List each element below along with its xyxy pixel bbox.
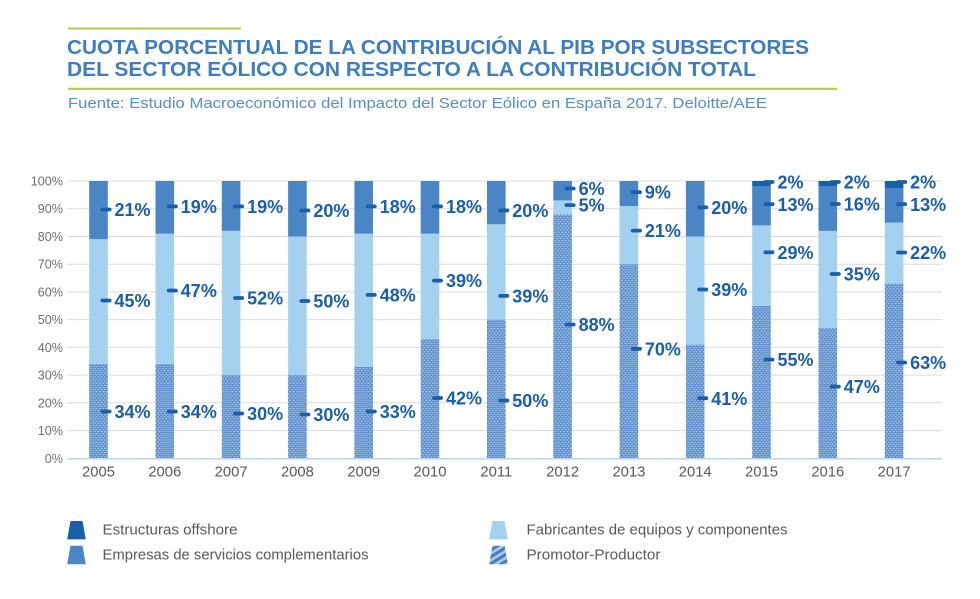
svg-text:34%: 34% [115,402,151,422]
svg-text:20%: 20% [38,396,63,410]
svg-text:2016: 2016 [811,464,844,480]
svg-text:Promotor-Productor: Promotor-Productor [527,546,661,563]
svg-text:30%: 30% [313,405,349,425]
svg-text:2%: 2% [778,173,804,193]
svg-text:2013: 2013 [612,464,645,480]
svg-text:50%: 50% [512,391,548,411]
svg-text:2011: 2011 [480,464,512,480]
svg-text:29%: 29% [778,243,814,263]
svg-text:2014: 2014 [679,464,712,480]
svg-text:5%: 5% [579,196,605,216]
svg-text:13%: 13% [778,195,814,215]
svg-text:18%: 18% [380,197,416,217]
svg-text:9%: 9% [645,183,671,203]
svg-text:2009: 2009 [347,464,380,480]
svg-text:Fabricantes de equipos y compo: Fabricantes de equipos y componentes [527,521,788,538]
svg-text:21%: 21% [645,221,681,241]
svg-text:2005: 2005 [82,464,115,480]
svg-text:2017: 2017 [878,464,911,480]
svg-text:2008: 2008 [281,464,314,480]
svg-text:Empresas de servicios compleme: Empresas de servicios complementarios [103,546,369,563]
svg-text:30%: 30% [38,369,63,383]
svg-text:2006: 2006 [148,464,181,480]
svg-text:22%: 22% [910,243,946,263]
svg-text:19%: 19% [181,197,217,217]
svg-text:47%: 47% [181,281,217,301]
svg-text:39%: 39% [512,287,548,307]
svg-text:CUOTA PORCENTUAL DE LA CONTRIB: CUOTA PORCENTUAL DE LA CONTRIBUCIÓN AL P… [67,35,809,59]
svg-text:42%: 42% [446,389,482,409]
svg-text:6%: 6% [579,179,605,199]
svg-text:2%: 2% [910,173,936,193]
svg-text:34%: 34% [181,402,217,422]
svg-text:70%: 70% [38,258,63,272]
svg-text:50%: 50% [313,292,349,312]
svg-text:52%: 52% [247,289,283,309]
svg-text:0%: 0% [45,452,63,466]
svg-text:DEL SECTOR EÓLICO CON RESPECTO: DEL SECTOR EÓLICO CON RESPECTO A LA CONT… [67,57,756,81]
svg-text:13%: 13% [910,195,946,215]
svg-text:30%: 30% [247,404,283,424]
svg-text:47%: 47% [844,377,880,397]
svg-text:41%: 41% [711,389,747,409]
svg-text:10%: 10% [38,424,63,438]
svg-text:45%: 45% [115,291,151,311]
svg-text:39%: 39% [711,280,747,300]
svg-text:60%: 60% [38,285,63,299]
svg-text:2012: 2012 [546,464,579,480]
svg-text:2015: 2015 [745,464,778,480]
svg-text:2%: 2% [844,173,870,193]
svg-text:20%: 20% [313,201,349,221]
svg-text:16%: 16% [844,195,880,215]
svg-text:18%: 18% [446,197,482,217]
svg-text:39%: 39% [446,271,482,291]
svg-text:63%: 63% [910,353,946,373]
svg-text:48%: 48% [380,286,416,306]
svg-text:19%: 19% [247,197,283,217]
svg-text:2007: 2007 [215,464,248,480]
svg-text:33%: 33% [380,402,416,422]
svg-text:40%: 40% [38,341,63,355]
svg-text:21%: 21% [115,200,151,220]
svg-text:Estructuras offshore: Estructuras offshore [103,521,238,538]
svg-text:20%: 20% [711,198,747,218]
svg-text:2010: 2010 [414,464,447,480]
svg-text:80%: 80% [38,230,63,244]
svg-text:90%: 90% [38,202,63,216]
svg-text:Fuente: Estudio Macroeconómico: Fuente: Estudio Macroeconómico del Impac… [68,95,767,112]
svg-text:55%: 55% [778,350,814,370]
svg-text:70%: 70% [645,340,681,360]
svg-text:88%: 88% [579,315,615,335]
svg-text:35%: 35% [844,265,880,285]
svg-text:100%: 100% [31,175,63,189]
svg-text:20%: 20% [512,201,548,221]
svg-text:50%: 50% [38,313,63,327]
